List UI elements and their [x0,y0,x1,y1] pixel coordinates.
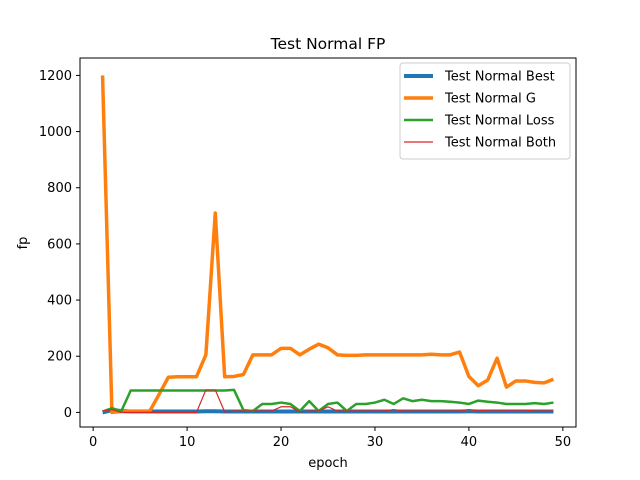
x-tick-label: 20 [273,435,290,450]
y-axis: 0 200 400 600 800 1000 1200 [39,69,80,421]
y-tick-label: 1000 [39,125,72,140]
y-tick-label: 600 [47,237,72,252]
y-tick-label: 0 [64,406,72,421]
y-tick-label: 200 [47,350,72,365]
x-tick-label: 50 [555,435,572,450]
x-axis-label: epoch [308,456,348,471]
y-tick-label: 800 [47,181,72,196]
series-line-3 [102,388,554,413]
series-line-4 [102,389,554,413]
legend-label-2: Test Normal G [444,92,536,107]
y-tick-label: 1200 [39,69,72,84]
y-tick-label: 400 [47,294,72,309]
chart-title: Test Normal FP [270,35,386,53]
legend-label-1: Test Normal Best [444,70,555,85]
y-axis-label: fp [16,237,31,250]
legend-label-3: Test Normal Loss [444,114,555,129]
x-tick-label: 30 [367,435,384,450]
series-line-2 [100,75,555,415]
legend-box [399,62,571,160]
legend: Test Normal Best Test Normal G Test Normal… [399,62,571,160]
plot-frame [79,57,577,428]
x-tick-label: 0 [89,435,97,450]
legend-label-4: Test Normal Both [444,136,556,151]
series-group [100,75,555,415]
x-tick-label: 40 [461,435,478,450]
x-axis: 0 10 20 30 40 50 [89,427,571,450]
x-tick-label: 10 [179,435,196,450]
